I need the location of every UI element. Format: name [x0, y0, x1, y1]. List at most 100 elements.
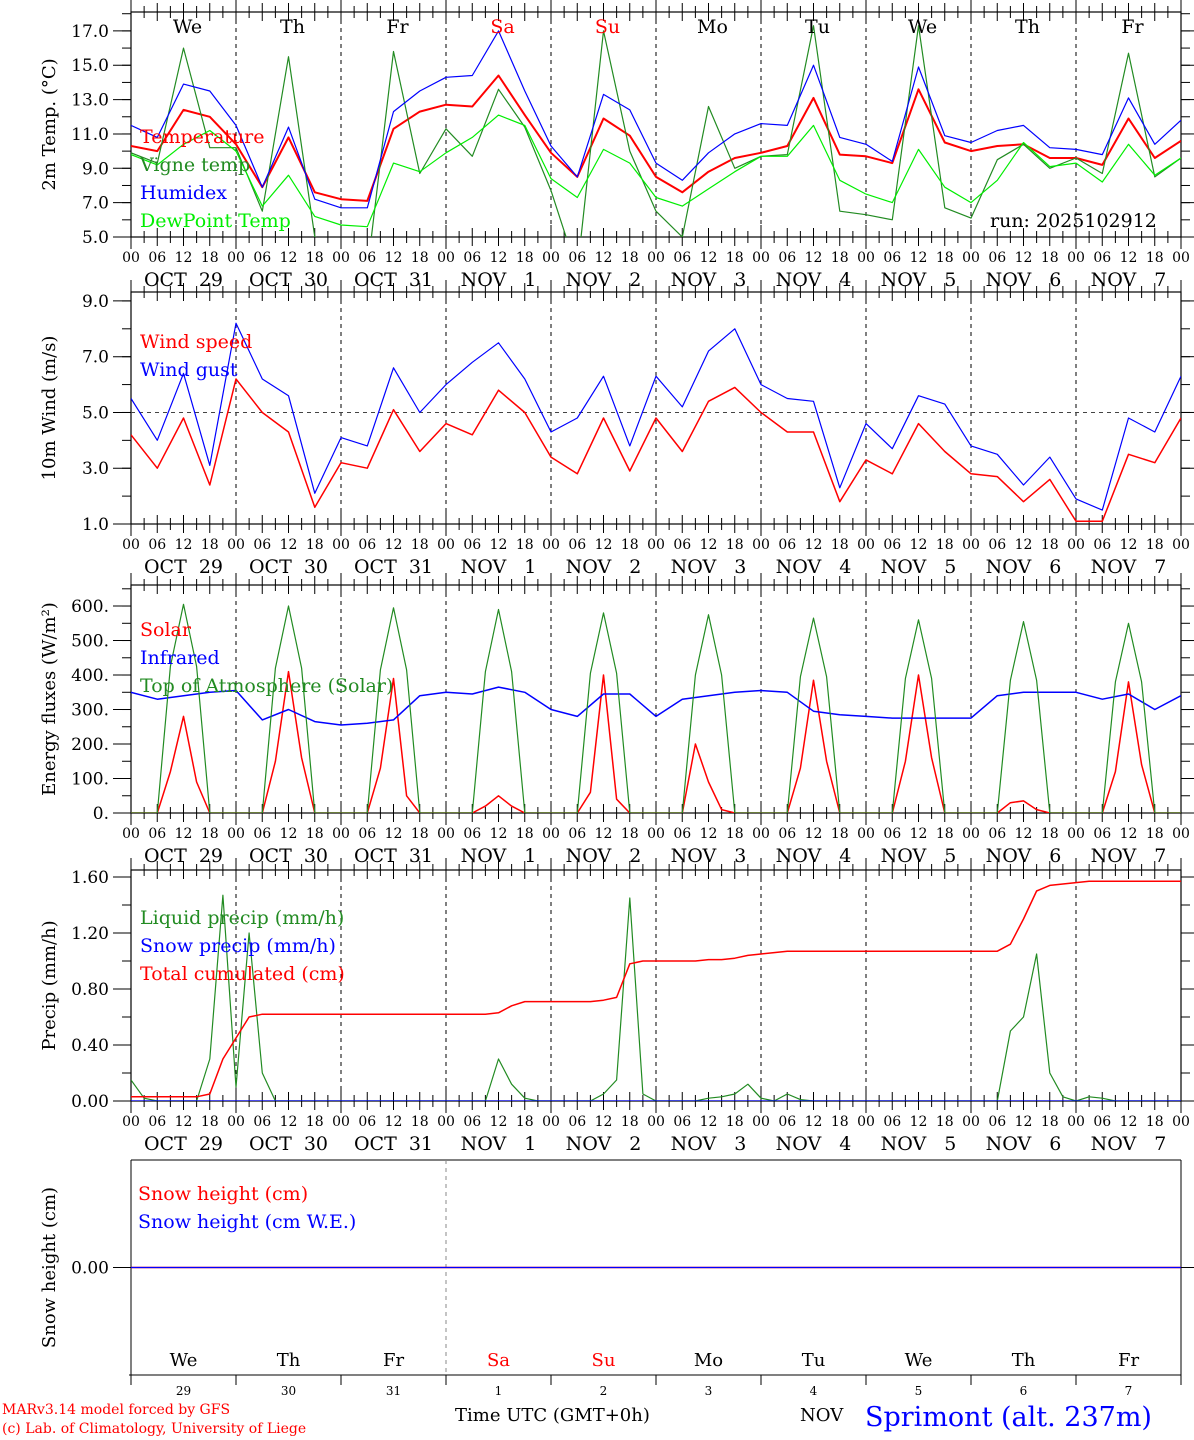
lab-credit: (c) Lab. of Climatology, University of L… [2, 1421, 307, 1437]
y-tick-label: 0.80 [71, 980, 109, 1000]
date-label: OCT 30 [249, 1133, 328, 1155]
hour-tick-label: 06 [673, 250, 691, 266]
y-tick-label: 13.0 [71, 91, 109, 111]
hour-tick-label: 12 [1120, 250, 1138, 266]
hour-tick-label: 18 [726, 537, 744, 553]
hour-tick-label: 00 [1172, 826, 1190, 842]
date-label: NOV 3 [671, 845, 747, 867]
hour-tick-label: 18 [936, 826, 954, 842]
hour-tick-label: 12 [1120, 537, 1138, 553]
hour-tick-label: 00 [542, 1114, 560, 1130]
hour-tick-label: 12 [910, 250, 928, 266]
legend-snow-height-we: Snow height (cm W.E.) [138, 1211, 357, 1233]
station-name: Sprimont (alt. 237m) [865, 1402, 1152, 1433]
y-tick-label: 600. [71, 597, 109, 617]
hour-tick-label: 06 [358, 537, 376, 553]
x-axis-title: Time UTC (GMT+0h) [455, 1405, 650, 1426]
y-tick-label: 1.20 [71, 924, 109, 944]
hour-tick-label: 12 [805, 250, 823, 266]
hour-tick-label: 12 [595, 1114, 613, 1130]
weekday-label: Th [280, 16, 305, 38]
hour-tick-label: 12 [700, 537, 718, 553]
hour-tick-label: 06 [463, 1114, 481, 1130]
y-tick-label: 0.00 [71, 1259, 109, 1279]
hour-tick-label: 00 [332, 1114, 350, 1130]
hour-tick-label: 12 [1015, 537, 1033, 553]
date-label: NOV 1 [461, 845, 537, 867]
day-number-label: 30 [281, 1384, 296, 1398]
date-label: OCT 29 [144, 845, 223, 867]
hour-tick-label: 00 [1172, 250, 1190, 266]
weekday-label-bottom: We [905, 1350, 933, 1371]
hour-tick-label: 18 [1146, 537, 1164, 553]
weekday-label: Fr [386, 16, 409, 38]
y-axis-title: 10m Wind (m/s) [39, 336, 60, 481]
weekday-label: Su [595, 16, 620, 38]
date-label: NOV 4 [776, 845, 852, 867]
hour-tick-label: 12 [280, 1114, 298, 1130]
hour-tick-label: 06 [463, 250, 481, 266]
day-number-label: 1 [495, 1384, 503, 1398]
date-label: OCT 31 [354, 269, 433, 291]
hour-tick-label: 18 [831, 1114, 849, 1130]
hour-tick-label: 00 [542, 537, 560, 553]
hour-tick-label: 00 [752, 537, 770, 553]
hour-tick-label: 12 [1015, 826, 1033, 842]
hour-tick-label: 12 [805, 537, 823, 553]
day-number-label: 3 [705, 1384, 713, 1398]
hour-tick-label: 06 [778, 826, 796, 842]
date-label: NOV 6 [986, 845, 1062, 867]
hour-tick-label: 12 [1015, 1114, 1033, 1130]
series-line-wind-gust [131, 322, 1181, 511]
hour-tick-label: 06 [463, 826, 481, 842]
y-tick-label: 0. [93, 804, 109, 824]
hour-tick-label: 06 [568, 1114, 586, 1130]
hour-tick-label: 12 [805, 1114, 823, 1130]
hour-tick-label: 18 [201, 250, 219, 266]
hour-tick-label: 18 [621, 1114, 639, 1130]
date-label: NOV 5 [881, 556, 957, 578]
hour-tick-label: 18 [726, 1114, 744, 1130]
hour-tick-label: 00 [227, 250, 245, 266]
date-label: NOV 6 [986, 556, 1062, 578]
y-tick-label: 11.0 [71, 125, 109, 145]
hour-tick-label: 12 [490, 250, 508, 266]
hour-tick-label: 12 [175, 537, 193, 553]
hour-tick-label: 00 [542, 826, 560, 842]
y-axis-title: Snow height (cm) [39, 1187, 60, 1348]
hour-tick-label: 18 [621, 537, 639, 553]
y-axis-title: Precip (mm/h) [39, 920, 60, 1050]
y-tick-label: 5.0 [82, 403, 109, 423]
hour-tick-label: 06 [673, 537, 691, 553]
hour-tick-label: 12 [280, 826, 298, 842]
hour-tick-label: 06 [148, 1114, 166, 1130]
date-label: NOV 1 [461, 556, 537, 578]
hour-tick-label: 00 [647, 250, 665, 266]
hour-tick-label: 12 [595, 826, 613, 842]
y-tick-label: 17.0 [71, 22, 109, 42]
hour-tick-label: 06 [988, 250, 1006, 266]
hour-tick-label: 00 [1067, 250, 1085, 266]
hour-tick-label: 12 [805, 826, 823, 842]
day-number-label: 2 [600, 1384, 608, 1398]
y-tick-label: 7.0 [82, 194, 109, 214]
hour-tick-label: 06 [883, 1114, 901, 1130]
hour-tick-label: 06 [358, 826, 376, 842]
weekday-label-bottom: Sa [487, 1350, 510, 1371]
panel-snow: 0.00 Snow height (cm) [39, 1159, 1194, 1385]
hour-tick-label: 00 [122, 826, 140, 842]
series-line-dewpoint-temp [131, 114, 1181, 228]
hour-tick-label: 00 [332, 250, 350, 266]
y-tick-label: 500. [71, 632, 109, 652]
hour-tick-label: 00 [332, 826, 350, 842]
hour-tick-label: 06 [673, 1114, 691, 1130]
hour-tick-label: 18 [516, 250, 534, 266]
hour-tick-label: 00 [962, 826, 980, 842]
day-number-label: 6 [1020, 1384, 1028, 1398]
hour-tick-label: 00 [1067, 537, 1085, 553]
hour-tick-label: 12 [280, 537, 298, 553]
hour-tick-label: 18 [201, 1114, 219, 1130]
hour-tick-label: 06 [1093, 250, 1111, 266]
date-label: NOV 7 [1091, 556, 1167, 578]
hour-tick-label: 12 [700, 250, 718, 266]
